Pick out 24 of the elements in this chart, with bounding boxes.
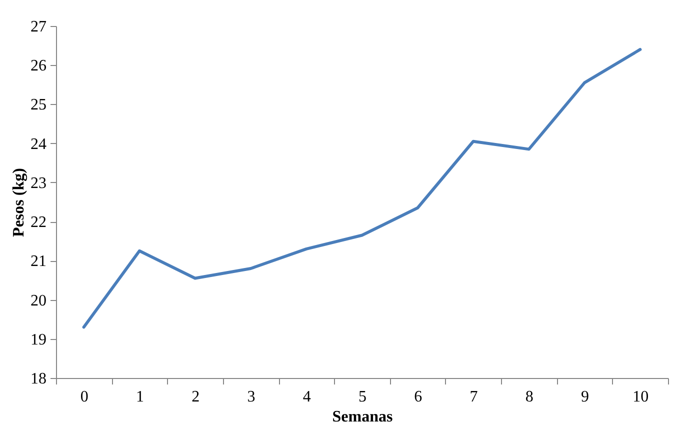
x-tick-label: 8 [525,388,534,406]
x-tick-label: 1 [136,388,144,406]
y-tick-label: 19 [30,331,46,348]
y-tick-label: 23 [30,174,46,192]
y-tick-label: 27 [30,18,46,36]
line-series [82,48,642,329]
x-tick-label: 4 [302,388,311,406]
x-tick-label: 10 [632,388,649,406]
y-axis-title: Pesos (kg) [10,168,28,237]
y-tick-label: 22 [30,214,46,232]
x-tick-label: 0 [80,388,88,406]
x-tick-label: 6 [414,388,422,406]
y-tick-label: 18 [30,370,46,388]
x-tick-label: 9 [581,388,590,406]
y-tick-label: 21 [30,253,46,270]
x-tick-label: 5 [358,388,366,406]
x-tick-label: 3 [247,388,256,406]
y-tick-label: 20 [30,292,46,310]
x-tick-label: 7 [470,388,478,406]
y-tick-label: 25 [30,96,46,114]
x-axis-title: Semanas [332,408,393,426]
x-tick-label: 2 [192,388,200,406]
y-tick-label: 26 [30,58,46,75]
y-tick-label: 24 [30,136,46,153]
